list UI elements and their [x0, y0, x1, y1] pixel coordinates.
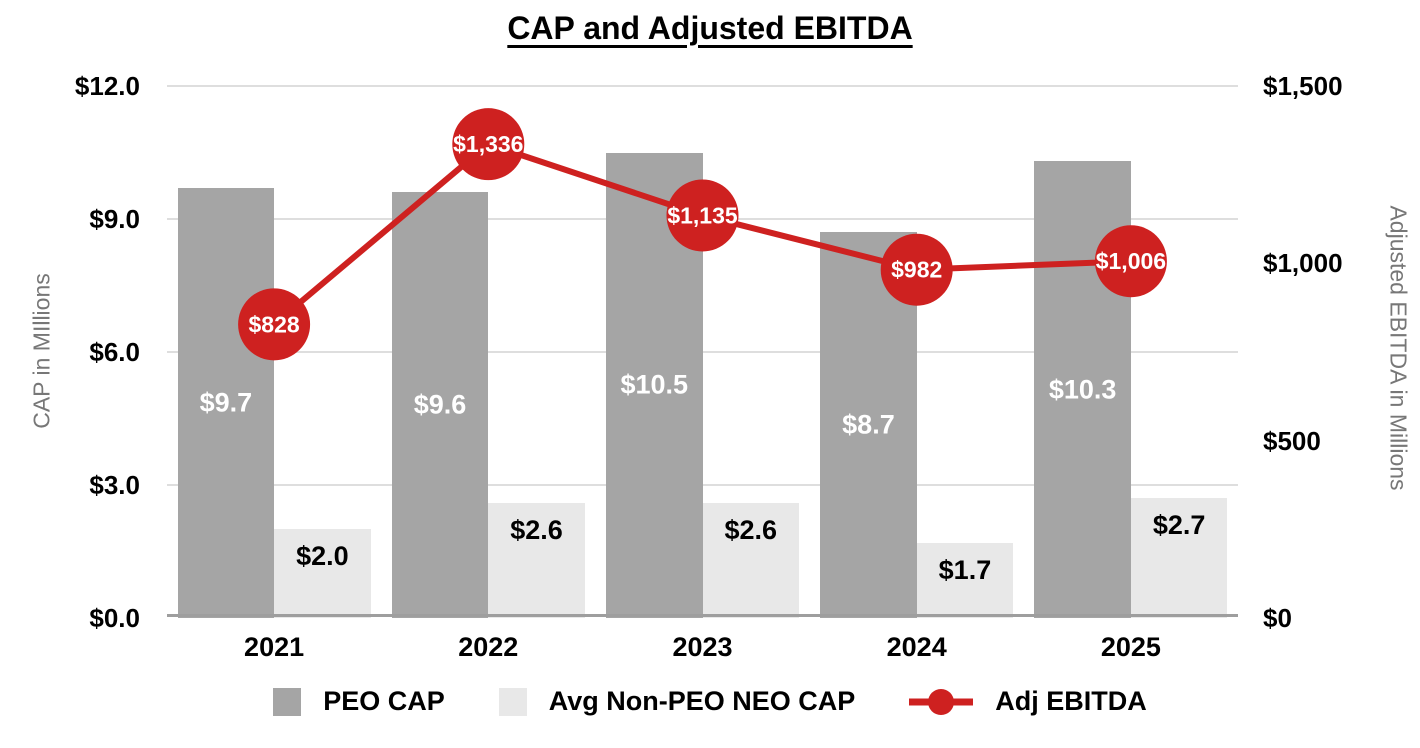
legend-label: Avg Non-PEO NEO CAP [548, 686, 856, 716]
adj-ebitda-value-label: $1,336 [453, 131, 523, 157]
legend-swatch-icon [498, 687, 527, 716]
bar-value-label: $2.6 [510, 514, 563, 545]
gridline [167, 85, 1238, 87]
x-axis-category-label: 2024 [886, 632, 947, 662]
chart-title: CAP and Adjusted EBITDA [507, 10, 913, 46]
bar-value-label: $10.3 [1048, 374, 1117, 405]
legend-item: Adj EBITDA [909, 686, 1147, 717]
peo-cap-bar: $10.3 [1034, 161, 1131, 618]
bar-value-label: $2.7 [1152, 510, 1206, 541]
legend-item: Avg Non-PEO NEO CAP [498, 686, 856, 717]
bar-value-label: $10.5 [620, 369, 689, 400]
bar-value-label: $8.7 [842, 409, 895, 440]
avg-non-peo-neo-cap-bar: $1.7 [916, 542, 1014, 618]
adj-ebitda-marker [452, 108, 525, 181]
right-axis-tick-label: $500 [1263, 425, 1321, 456]
gridline [167, 351, 1238, 353]
left-axis-tick-label: $0.0 [89, 603, 140, 633]
peo-cap-bar: $9.7 [177, 187, 275, 618]
legend-swatch-icon [273, 687, 302, 716]
legend: PEO CAP Avg Non-PEO NEO CAP Adj EBITDA [0, 686, 1420, 717]
bar-value-label: $2.6 [724, 514, 778, 545]
avg-non-peo-neo-cap-bar: $2.6 [488, 502, 585, 618]
right-axis-tick-label: $1,500 [1263, 71, 1343, 101]
x-axis-category-label: 2021 [244, 632, 305, 662]
legend-label: PEO CAP [323, 686, 445, 716]
x-axis-category-label: 2025 [1100, 632, 1161, 662]
bar-value-label: $9.7 [199, 387, 253, 418]
left-axis-tick-label: $6.0 [89, 337, 140, 367]
right-axis-tick-label: $0 [1263, 603, 1292, 633]
legend-item: PEO CAP [273, 686, 445, 717]
peo-cap-bar: $9.6 [391, 192, 489, 618]
bar-value-label: $9.6 [413, 389, 467, 420]
avg-non-peo-neo-cap-bar: $2.7 [1130, 498, 1228, 618]
gridline [167, 484, 1238, 486]
peo-cap-bar: $8.7 [820, 232, 917, 618]
x-axis-category-label: 2022 [458, 632, 519, 662]
legend-label: Adj EBITDA [995, 686, 1147, 716]
avg-non-peo-neo-cap-bar: $2.0 [274, 529, 371, 618]
x-axis-category-label: 2023 [672, 632, 733, 662]
bar-value-label: $2.0 [296, 541, 349, 572]
bar-value-label: $1.7 [938, 554, 992, 585]
legend-line-marker-icon [909, 688, 974, 715]
x-axis-baseline [167, 614, 1238, 617]
avg-non-peo-neo-cap-bar: $2.6 [702, 502, 799, 618]
left-axis-tick-label: $9.0 [89, 204, 140, 234]
right-axis-tick-label: $1,000 [1263, 248, 1343, 279]
left-axis-tick-label: $12.0 [74, 71, 140, 101]
peo-cap-bar: $10.5 [606, 152, 703, 618]
left-axis-tick-label: $3.0 [89, 470, 140, 500]
